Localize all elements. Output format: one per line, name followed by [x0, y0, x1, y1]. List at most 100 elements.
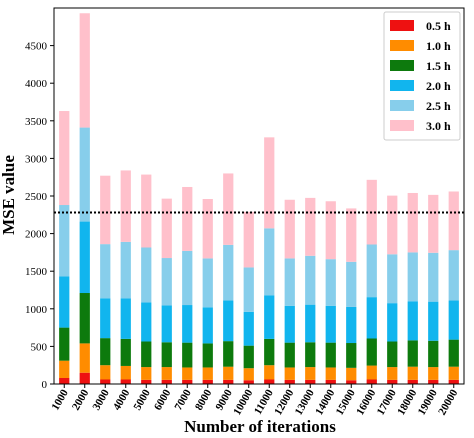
bar-segment-18000-series-1: [407, 366, 418, 380]
bar-segment-8000-series-5: [202, 199, 213, 259]
bar-segment-19000-series-2: [428, 340, 439, 368]
bar-segment-1000-series-2: [59, 327, 70, 361]
bar-segment-1000-series-0: [59, 377, 70, 384]
bar-segment-12000-series-1: [284, 367, 295, 380]
x-tick-label: 16000: [354, 387, 378, 417]
bar-segment-15000-series-5: [346, 208, 357, 262]
bar-segment-5000-series-5: [141, 174, 152, 248]
bar-segment-4000-series-1: [120, 365, 131, 380]
bar-segment-14000-series-4: [325, 259, 336, 306]
bar-segment-1000-series-3: [59, 276, 70, 328]
x-tick-label: 15000: [334, 387, 358, 417]
bar-segment-8000-series-1: [202, 367, 213, 380]
bar-segment-15000-series-2: [346, 343, 357, 368]
bar-segment-1000-series-4: [59, 205, 70, 277]
x-tick-label: 1000: [49, 387, 71, 412]
legend-label-0: 0.5 h: [426, 19, 451, 33]
y-tick-label: 4000: [25, 78, 48, 90]
bar-segment-5000-series-4: [141, 247, 152, 303]
bar-segment-11000-series-0: [264, 379, 275, 384]
legend-label-3: 2.0 h: [426, 79, 451, 93]
y-tick-label: 4500: [25, 41, 48, 53]
bar-segment-6000-series-1: [161, 367, 172, 380]
bar-segment-13000-series-2: [305, 342, 316, 368]
bar-segment-20000-series-4: [448, 250, 459, 301]
bar-segment-7000-series-3: [182, 305, 193, 343]
bar-segment-18000-series-3: [407, 301, 418, 341]
bar-segment-20000-series-5: [448, 191, 459, 251]
bar-segment-9000-series-4: [223, 244, 234, 301]
y-tick-label: 1000: [25, 304, 48, 316]
bar-segment-11000-series-3: [264, 295, 275, 339]
legend-label-2: 1.5 h: [426, 59, 451, 73]
x-tick-label: 3000: [90, 387, 112, 412]
bar-segment-8000-series-4: [202, 258, 213, 308]
bar-segment-17000-series-0: [387, 379, 398, 384]
legend-swatch-0: [390, 20, 414, 31]
bar-segment-11000-series-5: [264, 137, 275, 229]
bar-segment-9000-series-0: [223, 379, 234, 384]
bar-segment-7000-series-2: [182, 342, 193, 368]
bar-segment-12000-series-3: [284, 305, 295, 343]
x-tick-label: 7000: [172, 387, 194, 412]
bar-segment-15000-series-4: [346, 261, 357, 307]
bar-segment-13000-series-0: [305, 379, 316, 384]
bar-segment-2000-series-3: [79, 221, 90, 294]
bar-segment-14000-series-1: [325, 367, 336, 380]
bar-segment-8000-series-2: [202, 343, 213, 368]
bar-segment-3000-series-3: [100, 298, 111, 339]
bar-segment-4000-series-3: [120, 298, 131, 339]
y-tick-label: 3000: [25, 153, 48, 165]
bar-segment-17000-series-3: [387, 303, 398, 342]
bar-segment-18000-series-2: [407, 340, 418, 367]
y-tick-label: 1500: [25, 266, 48, 278]
bar-segment-15000-series-0: [346, 380, 357, 384]
bar-segment-11000-series-4: [264, 228, 275, 296]
legend-label-1: 1.0 h: [426, 39, 451, 53]
bars-layer: [59, 13, 459, 384]
bar-segment-1000-series-1: [59, 360, 70, 378]
x-tick-label: 2000: [70, 387, 92, 412]
bar-segment-12000-series-2: [284, 342, 295, 368]
bar-segment-19000-series-3: [428, 301, 439, 341]
bar-segment-8000-series-3: [202, 307, 213, 344]
bar-segment-16000-series-1: [366, 365, 377, 380]
bar-segment-17000-series-2: [387, 341, 398, 368]
x-tick-label: 17000: [375, 387, 399, 417]
legend-swatch-1: [390, 40, 414, 51]
bar-segment-13000-series-3: [305, 304, 316, 343]
bar-segment-4000-series-4: [120, 241, 131, 299]
bar-segment-10000-series-4: [243, 267, 254, 312]
bar-segment-9000-series-5: [223, 173, 234, 245]
bar-segment-16000-series-2: [366, 338, 377, 366]
legend-swatch-5: [390, 120, 414, 131]
x-tick-label: 19000: [416, 387, 440, 417]
x-tick-label: 10000: [231, 387, 255, 417]
bar-segment-7000-series-0: [182, 379, 193, 384]
bar-segment-6000-series-3: [161, 305, 172, 343]
bar-segment-3000-series-0: [100, 379, 111, 384]
bar-segment-11000-series-1: [264, 365, 275, 380]
x-tick-label: 18000: [395, 387, 419, 417]
bar-segment-13000-series-4: [305, 255, 316, 305]
bar-segment-6000-series-4: [161, 258, 172, 306]
bar-segment-20000-series-1: [448, 366, 459, 380]
bar-segment-6000-series-0: [161, 379, 172, 384]
y-tick-label: 500: [31, 341, 48, 353]
legend-label-5: 3.0 h: [426, 119, 451, 133]
bar-segment-14000-series-3: [325, 305, 336, 343]
bar-segment-3000-series-4: [100, 244, 111, 299]
bar-segment-1000-series-5: [59, 111, 70, 206]
legend-swatch-4: [390, 100, 414, 111]
bar-segment-20000-series-2: [448, 339, 459, 367]
bar-segment-2000-series-2: [79, 293, 90, 344]
bar-segment-19000-series-5: [428, 194, 439, 253]
bar-segment-19000-series-4: [428, 252, 439, 302]
bar-segment-4000-series-2: [120, 338, 131, 366]
bar-segment-12000-series-4: [284, 258, 295, 306]
bar-segment-3000-series-2: [100, 338, 111, 366]
y-tick-label: 3500: [25, 116, 48, 128]
x-tick-label: 14000: [313, 387, 337, 417]
bar-segment-9000-series-3: [223, 300, 234, 342]
